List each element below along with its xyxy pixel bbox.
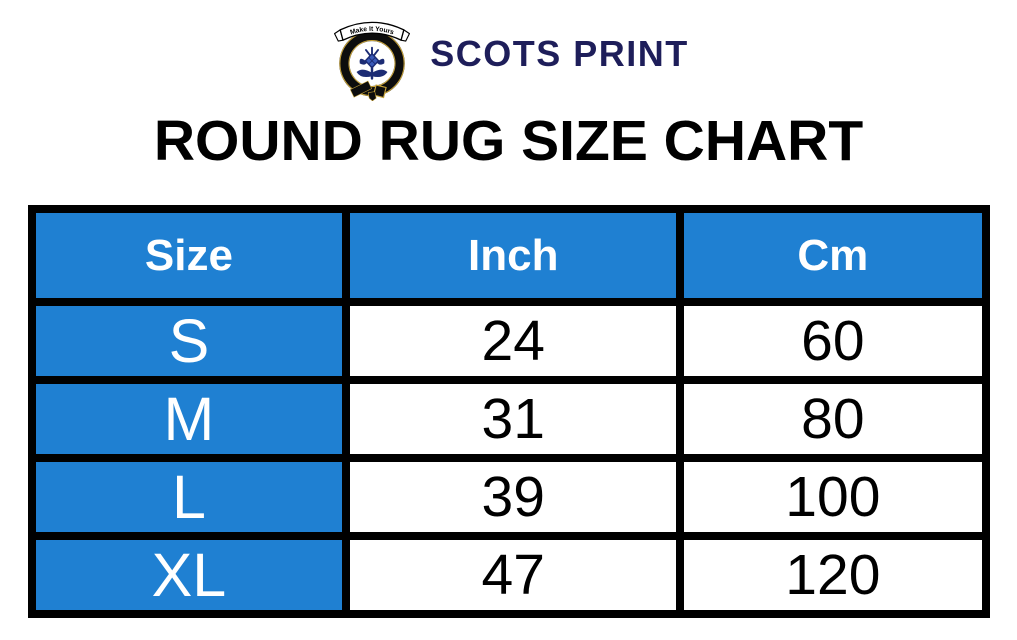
column-header-cm: Cm bbox=[676, 205, 990, 306]
inch-value: 39 bbox=[342, 454, 685, 540]
svg-text:Make It Yours: Make It Yours bbox=[350, 26, 396, 37]
table-row-xl: XL 47 120 bbox=[27, 532, 990, 618]
thistle-icon bbox=[356, 46, 388, 80]
cm-value: 60 bbox=[676, 298, 990, 384]
table-row-l: L 39 100 bbox=[27, 454, 990, 540]
clan-crest-logo: Make It Yours bbox=[334, 21, 411, 101]
cm-value: 120 bbox=[676, 532, 990, 618]
inch-value: 24 bbox=[342, 298, 685, 384]
size-label: L bbox=[27, 454, 351, 540]
inch-value: 47 bbox=[342, 532, 685, 618]
size-label: M bbox=[27, 376, 351, 462]
brand-header: Make It Yours SCOTS PRINT bbox=[0, 0, 1017, 102]
header-row: Size Inch Cm bbox=[27, 205, 990, 306]
page-title: ROUND RUG SIZE CHART bbox=[153, 109, 864, 173]
crest-banner-text: Make It Yours bbox=[350, 26, 396, 37]
size-chart-table: Size Inch Cm S 24 60 M 31 80 L 39 100 XL… bbox=[27, 205, 990, 618]
column-header-inch: Inch bbox=[342, 205, 685, 306]
size-label: S bbox=[27, 298, 351, 384]
crest-buckle bbox=[350, 80, 387, 101]
table-row-s: S 24 60 bbox=[27, 298, 990, 384]
crest-banner: Make It Yours bbox=[334, 21, 411, 42]
cm-value: 100 bbox=[676, 454, 990, 540]
table-row-m: M 31 80 bbox=[27, 376, 990, 462]
cm-value: 80 bbox=[676, 376, 990, 462]
column-header-size: Size bbox=[27, 205, 351, 306]
size-label: XL bbox=[27, 532, 351, 618]
brand-name: SCOTS PRINT bbox=[430, 33, 689, 74]
inch-value: 31 bbox=[342, 376, 685, 462]
